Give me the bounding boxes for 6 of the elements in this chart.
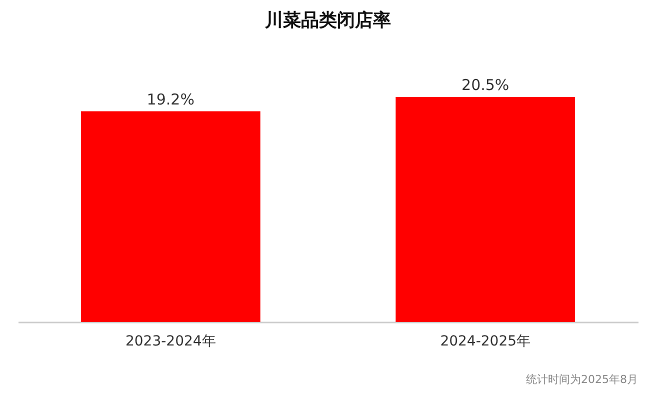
data-label: 20.5% <box>462 76 510 94</box>
x-tick-label: 2024-2025年 <box>440 334 531 350</box>
data-label: 19.2% <box>146 90 194 108</box>
chart-title: 川菜品类闭店率 <box>264 10 391 31</box>
x-tick-label: 2023-2024年 <box>125 334 216 350</box>
text: 统计时间为2025年8月 <box>526 373 638 386</box>
